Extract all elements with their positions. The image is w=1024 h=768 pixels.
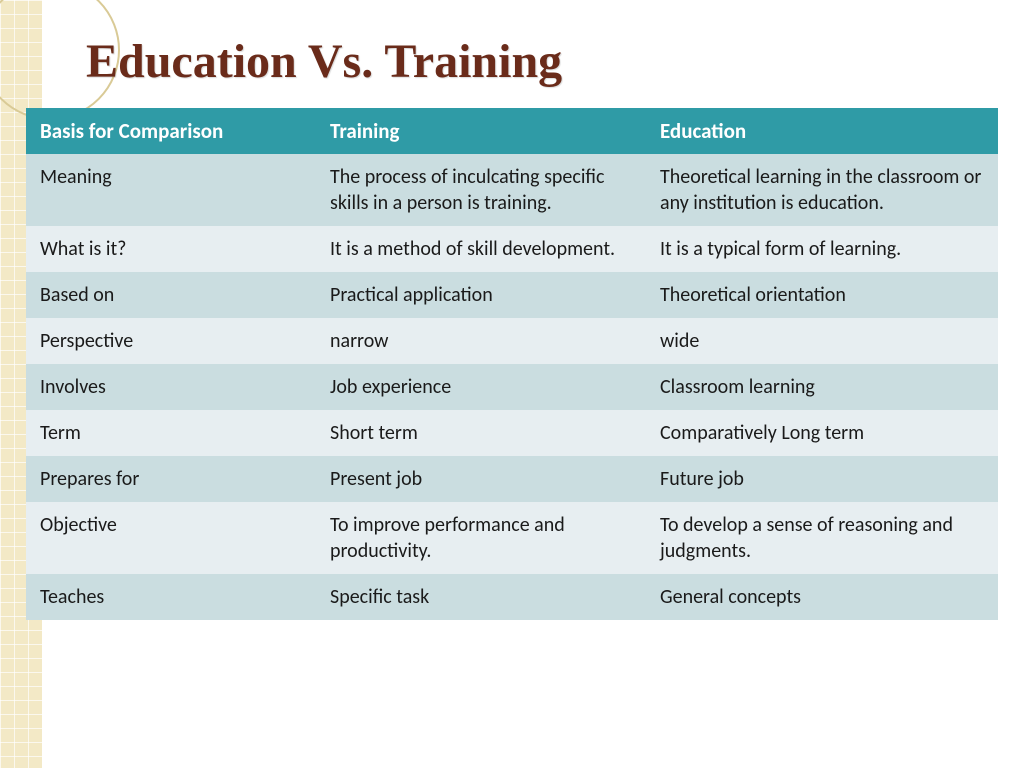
table-header-row: Basis for Comparison Training Education bbox=[26, 108, 998, 154]
cell-basis: Objective bbox=[26, 502, 316, 574]
table-row: TeachesSpecific taskGeneral concepts bbox=[26, 574, 998, 620]
comparison-table: Basis for Comparison Training Education … bbox=[26, 108, 998, 620]
table-header-education: Education bbox=[646, 108, 998, 154]
cell-training: Present job bbox=[316, 456, 646, 502]
table-row: ObjectiveTo improve performance and prod… bbox=[26, 502, 998, 574]
table-row: TermShort termComparatively Long term bbox=[26, 410, 998, 456]
cell-education: General concepts bbox=[646, 574, 998, 620]
cell-basis: What is it? bbox=[26, 226, 316, 272]
cell-training: Practical application bbox=[316, 272, 646, 318]
cell-training: The process of inculcating specific skil… bbox=[316, 154, 646, 226]
table-row: MeaningThe process of inculcating specif… bbox=[26, 154, 998, 226]
cell-education: Theoretical learning in the classroom or… bbox=[646, 154, 998, 226]
cell-training: It is a method of skill development. bbox=[316, 226, 646, 272]
cell-education: Future job bbox=[646, 456, 998, 502]
cell-basis: Involves bbox=[26, 364, 316, 410]
cell-education: wide bbox=[646, 318, 998, 364]
cell-basis: Meaning bbox=[26, 154, 316, 226]
table-row: InvolvesJob experienceClassroom learning bbox=[26, 364, 998, 410]
cell-education: Comparatively Long term bbox=[646, 410, 998, 456]
slide-title: Education Vs. Training bbox=[86, 34, 562, 89]
cell-basis: Term bbox=[26, 410, 316, 456]
table-header-basis: Basis for Comparison bbox=[26, 108, 316, 154]
cell-training: Specific task bbox=[316, 574, 646, 620]
cell-education: To develop a sense of reasoning and judg… bbox=[646, 502, 998, 574]
cell-education: Theoretical orientation bbox=[646, 272, 998, 318]
cell-training: Job experience bbox=[316, 364, 646, 410]
cell-basis: Based on bbox=[26, 272, 316, 318]
cell-basis: Prepares for bbox=[26, 456, 316, 502]
table-row: Based onPractical applicationTheoretical… bbox=[26, 272, 998, 318]
table-header-training: Training bbox=[316, 108, 646, 154]
cell-training: narrow bbox=[316, 318, 646, 364]
cell-training: Short term bbox=[316, 410, 646, 456]
cell-education: It is a typical form of learning. bbox=[646, 226, 998, 272]
table-body: MeaningThe process of inculcating specif… bbox=[26, 154, 998, 620]
cell-basis: Perspective bbox=[26, 318, 316, 364]
cell-education: Classroom learning bbox=[646, 364, 998, 410]
cell-basis: Teaches bbox=[26, 574, 316, 620]
table-row: What is it?It is a method of skill devel… bbox=[26, 226, 998, 272]
table-row: Prepares forPresent jobFuture job bbox=[26, 456, 998, 502]
table-row: Perspectivenarrowwide bbox=[26, 318, 998, 364]
cell-training: To improve performance and productivity. bbox=[316, 502, 646, 574]
